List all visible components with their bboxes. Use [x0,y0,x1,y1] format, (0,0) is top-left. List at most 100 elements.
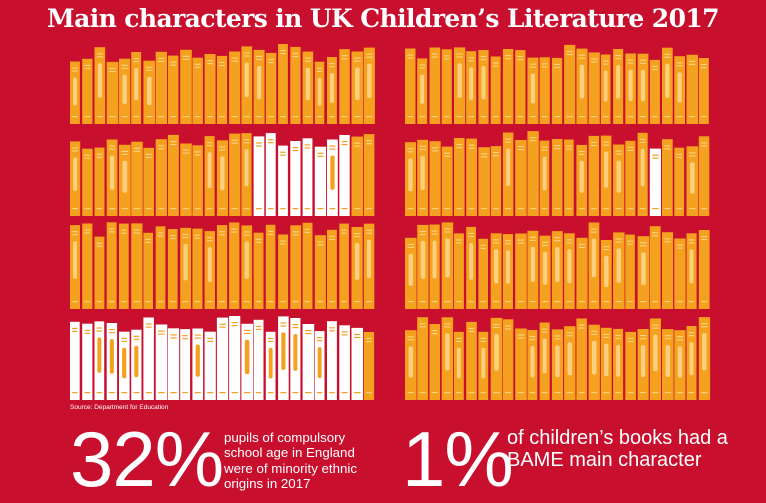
book [564,44,576,124]
book [662,232,674,309]
book [441,317,454,400]
book-bame [180,329,191,400]
book [265,224,276,309]
book-bame [314,331,325,400]
book [290,46,301,124]
book [478,50,489,124]
book [466,138,477,216]
book [454,233,464,309]
book [241,225,253,309]
book [167,229,178,309]
book-bame [94,321,105,400]
book [454,331,464,400]
book [204,136,215,216]
book [417,224,429,309]
book [82,58,93,124]
book [229,222,240,309]
book [527,131,539,216]
book [564,139,574,216]
book [216,225,228,309]
book [539,140,550,216]
book-bame [290,141,301,216]
book [70,61,80,124]
book [216,140,228,216]
book [551,329,564,400]
book [454,47,466,124]
book [417,58,428,124]
book [466,321,477,400]
book-bame [253,136,265,216]
book-bame [216,317,229,400]
book [82,148,93,216]
book [588,324,600,400]
book [637,329,649,400]
stat-pupils: 32% pupils of compulsory school age in E… [70,420,370,500]
book [119,223,129,309]
book [600,327,612,400]
book-bame [204,331,216,400]
book [698,317,711,400]
book [698,230,710,309]
book [539,235,551,309]
book [429,141,441,216]
book [441,222,454,309]
bookshelf-block-1 [70,44,375,400]
book [417,139,429,216]
book [613,328,624,400]
book [490,233,502,309]
book [686,326,697,400]
book [515,140,527,216]
book [314,235,326,309]
book [131,223,143,309]
book [564,326,576,400]
book [539,57,550,124]
book [478,238,488,309]
book [429,47,441,124]
book [649,59,660,124]
book [527,330,538,400]
book [278,44,288,124]
book [649,318,661,400]
book [405,142,416,216]
book [327,229,337,309]
book-bame [143,317,154,400]
book [290,225,302,309]
book [551,139,563,216]
book-bame [327,321,337,400]
book [637,236,650,309]
book [131,141,143,216]
book [241,46,253,124]
book-bame [265,331,276,400]
book [454,138,465,216]
book [625,331,636,400]
book-bame [290,318,301,400]
book [625,140,636,216]
stat-pupils-text: pupils of compulsory school age in Engla… [224,430,358,492]
book [466,51,477,125]
book [417,317,429,400]
book [686,233,697,309]
book [625,53,636,124]
book [588,222,600,309]
book [351,227,363,309]
book [686,54,698,124]
book-bame [314,146,327,216]
book [143,60,156,124]
book [363,134,375,216]
book [551,57,563,124]
book [662,47,673,125]
book [588,135,600,216]
book [674,330,686,400]
stat-pupils-value: 32% [70,415,224,503]
book [490,56,501,124]
bookshelf-block-2 [405,44,711,400]
book [155,226,166,309]
book [576,48,588,124]
book-bame [70,321,80,400]
infographic-title: Main characters in UK Children’s Literat… [47,4,720,33]
book-bame [302,324,315,400]
book-bame [351,327,363,400]
book [363,223,375,309]
book [216,55,228,124]
